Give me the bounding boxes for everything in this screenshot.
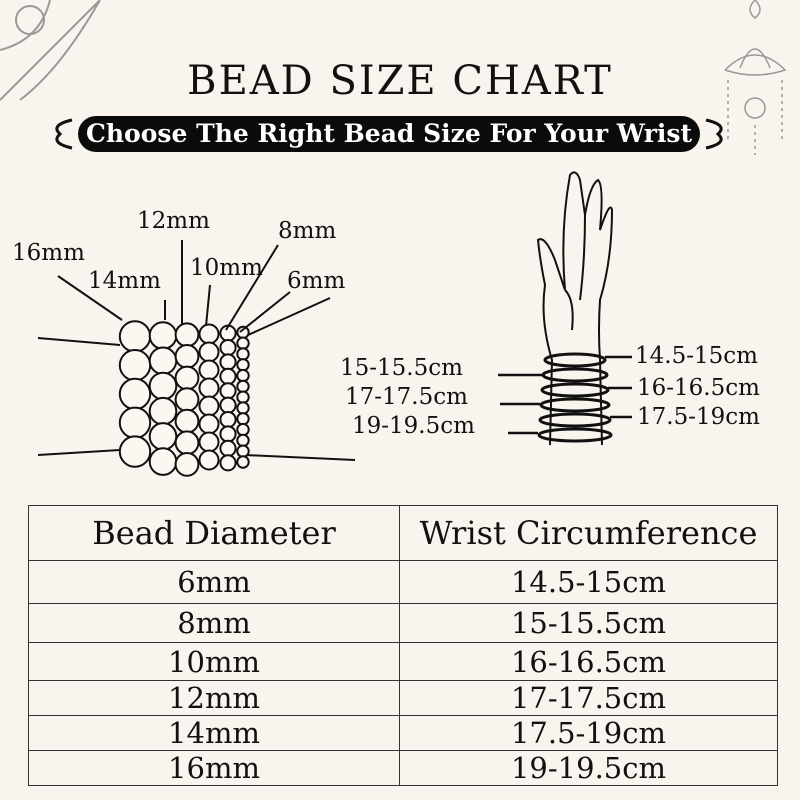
- wrist-label-left-1: 15-15.5cm: [340, 355, 463, 381]
- cell-bead: 14mm: [28, 715, 400, 751]
- cell-wrist: 16-16.5cm: [399, 642, 778, 681]
- bead: [236, 368, 250, 383]
- bead: [236, 444, 250, 458]
- bead: [174, 322, 200, 348]
- size-table: Bead Diameter Wrist Circumference 6mm 14.…: [28, 505, 778, 786]
- hand-illustration: [536, 171, 614, 446]
- bead: [118, 349, 152, 382]
- header-bead-diameter: Bead Diameter: [28, 505, 400, 561]
- bead: [148, 321, 178, 350]
- bead: [198, 413, 220, 435]
- cell-bead: 8mm: [28, 603, 400, 643]
- wrist-label-left-3: 19-19.5cm: [352, 413, 475, 439]
- bead: [219, 353, 237, 371]
- bead: [198, 341, 220, 363]
- mandala-corner-icon: [0, 0, 101, 101]
- wrist-leader-lines: [498, 355, 632, 435]
- table-row: 14mm 17.5-19cm: [28, 715, 778, 751]
- bracelet-stack-illustration: [37, 320, 356, 477]
- cell-bead: 10mm: [28, 642, 400, 681]
- table-row: 8mm 15-15.5cm: [28, 603, 778, 643]
- bead: [118, 406, 152, 439]
- bead: [219, 411, 237, 429]
- bead: [118, 435, 152, 468]
- table-row: 6mm 14.5-15cm: [28, 560, 778, 604]
- bead: [236, 379, 250, 394]
- bead: [174, 430, 200, 456]
- cell-wrist: 19-19.5cm: [399, 750, 778, 786]
- bead: [198, 431, 220, 453]
- table-header-row: Bead Diameter Wrist Circumference: [28, 505, 778, 561]
- bead: [148, 396, 178, 426]
- subtitle-banner: Choose The Right Bead Size For Your Wris…: [78, 116, 700, 152]
- wrist-label-right-2: 16-16.5cm: [637, 375, 760, 401]
- bead: [236, 390, 250, 404]
- bead: [148, 422, 178, 451]
- bead: [198, 323, 220, 345]
- bead: [236, 347, 250, 361]
- bead: [219, 425, 237, 443]
- bead-label-12mm: 12mm: [137, 208, 210, 234]
- lotus-ornament-icon: [724, 0, 787, 155]
- leader-lines: [57, 240, 331, 336]
- bead: [174, 387, 200, 413]
- bead: [236, 401, 250, 415]
- cell-wrist: 17.5-19cm: [399, 715, 778, 751]
- bead: [236, 412, 250, 426]
- bead: [198, 449, 220, 471]
- wrist-bangles: [537, 352, 613, 443]
- bead: [148, 447, 178, 476]
- bead: [174, 452, 200, 477]
- bead-label-14mm: 14mm: [88, 268, 161, 294]
- cell-bead: 12mm: [28, 680, 400, 716]
- table-row: 12mm 17-17.5cm: [28, 680, 778, 716]
- bead: [236, 433, 250, 448]
- bead-label-6mm: 6mm: [287, 268, 346, 294]
- table-row: 16mm 19-19.5cm: [28, 750, 778, 786]
- cell-wrist: 15-15.5cm: [399, 603, 778, 643]
- bead: [236, 422, 250, 437]
- bead: [148, 371, 178, 401]
- banner-swirl-icons: [55, 118, 723, 150]
- bead: [198, 359, 220, 381]
- bead: [219, 382, 237, 400]
- bead: [198, 377, 220, 399]
- bead-label-16mm: 16mm: [12, 240, 85, 266]
- table-row: 10mm 16-16.5cm: [28, 642, 778, 681]
- bead: [219, 396, 237, 414]
- bead: [236, 336, 250, 350]
- bead: [236, 455, 250, 469]
- bead-label-10mm: 10mm: [190, 255, 263, 281]
- header-wrist-circumference: Wrist Circumference: [399, 505, 778, 561]
- cell-bead: 6mm: [28, 560, 400, 604]
- cell-wrist: 17-17.5cm: [399, 680, 778, 716]
- bead: [236, 358, 250, 372]
- bead: [198, 395, 220, 417]
- bead: [219, 454, 237, 472]
- bead: [174, 344, 200, 369]
- bead: [118, 377, 152, 411]
- bead: [219, 439, 237, 457]
- bead-label-8mm: 8mm: [278, 218, 337, 244]
- page-title: BEAD SIZE CHART: [187, 58, 613, 104]
- bead: [174, 365, 200, 391]
- bead: [174, 408, 200, 434]
- bead: [219, 367, 237, 385]
- wrist-label-right-1: 14.5-15cm: [635, 343, 758, 369]
- bead: [219, 339, 237, 357]
- bead: [118, 320, 152, 353]
- cell-bead: 16mm: [28, 750, 400, 786]
- wrist-label-right-3: 17.5-19cm: [637, 404, 760, 430]
- wrist-label-left-2: 17-17.5cm: [345, 384, 468, 410]
- bead: [148, 346, 178, 376]
- cell-wrist: 14.5-15cm: [399, 560, 778, 604]
